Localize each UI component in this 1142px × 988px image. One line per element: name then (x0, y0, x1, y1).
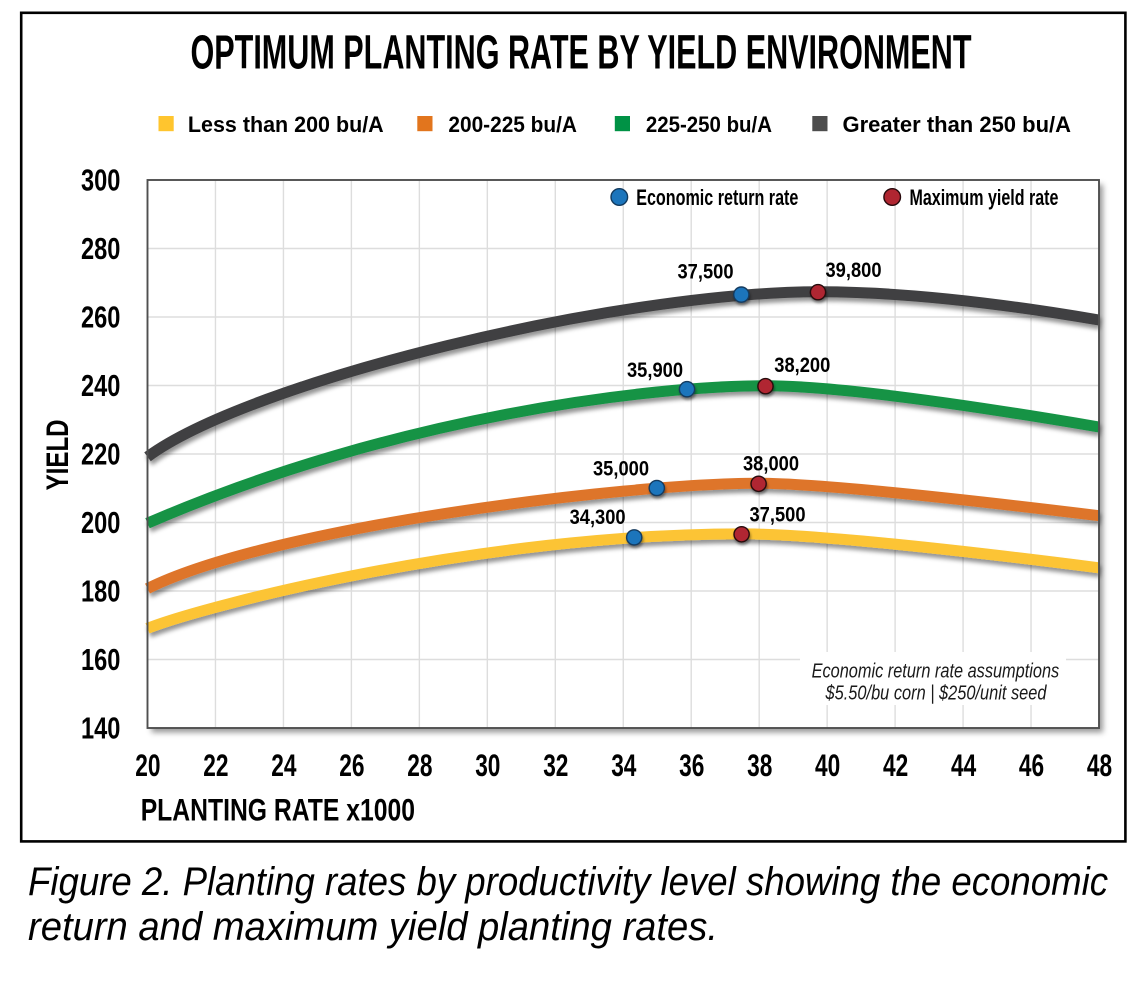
svg-text:37,500: 37,500 (750, 504, 806, 527)
svg-text:22: 22 (203, 748, 228, 783)
svg-text:38: 38 (747, 748, 772, 783)
svg-text:280: 280 (81, 231, 120, 266)
svg-text:300: 300 (81, 163, 120, 198)
svg-text:30: 30 (475, 748, 500, 783)
svg-text:38,000: 38,000 (743, 453, 799, 476)
svg-text:Maximum yield rate: Maximum yield rate (910, 185, 1059, 210)
svg-text:OPTIMUM PLANTING RATE BY YIELD: OPTIMUM PLANTING RATE BY YIELD ENVIRONME… (191, 27, 972, 80)
svg-text:38,200: 38,200 (774, 354, 830, 377)
svg-text:24: 24 (271, 748, 297, 783)
svg-text:40: 40 (815, 748, 840, 783)
svg-text:160: 160 (81, 642, 120, 677)
svg-text:180: 180 (81, 574, 120, 609)
svg-text:Figure 2. Planting rates by pr: Figure 2. Planting rates by productivity… (28, 860, 1108, 904)
svg-text:35,000: 35,000 (593, 458, 649, 481)
svg-text:return and maximum yield plant: return and maximum yield planting rates. (28, 905, 718, 949)
svg-text:28: 28 (407, 748, 432, 783)
svg-text:PLANTING RATE x1000: PLANTING RATE x1000 (141, 793, 415, 828)
svg-text:225-250 bu/A: 225-250 bu/A (646, 112, 772, 137)
svg-text:34: 34 (611, 748, 637, 783)
svg-text:240: 240 (81, 368, 120, 403)
svg-text:32: 32 (543, 748, 568, 783)
svg-text:26: 26 (339, 748, 364, 783)
svg-text:35,900: 35,900 (627, 359, 683, 382)
svg-text:44: 44 (951, 748, 977, 783)
svg-text:200-225 bu/A: 200-225 bu/A (448, 112, 577, 137)
svg-text:YIELD: YIELD (39, 419, 75, 490)
svg-text:Economic return rate: Economic return rate (636, 185, 798, 210)
svg-text:200: 200 (81, 505, 120, 540)
svg-text:Less than 200 bu/A: Less than 200 bu/A (188, 112, 384, 137)
svg-text:$5.50/bu corn | $250/unit seed: $5.50/bu corn | $250/unit seed (825, 682, 1047, 705)
svg-text:34,300: 34,300 (570, 506, 626, 529)
svg-text:37,500: 37,500 (678, 260, 734, 283)
svg-text:140: 140 (81, 711, 120, 746)
svg-text:Economic return rate assumptio: Economic return rate assumptions (812, 660, 1060, 683)
svg-text:Greater than 250 bu/A: Greater than 250 bu/A (843, 112, 1072, 137)
svg-text:36: 36 (679, 748, 704, 783)
svg-text:48: 48 (1087, 748, 1112, 783)
svg-text:220: 220 (81, 437, 120, 472)
svg-text:39,800: 39,800 (826, 259, 882, 282)
svg-text:20: 20 (135, 748, 160, 783)
svg-text:260: 260 (81, 300, 120, 335)
svg-text:42: 42 (883, 748, 908, 783)
svg-text:46: 46 (1019, 748, 1044, 783)
